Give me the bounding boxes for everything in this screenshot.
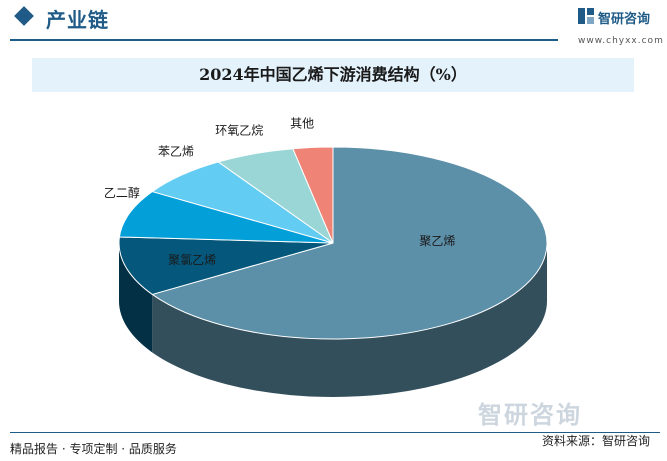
pie-label-3: 苯乙烯: [158, 145, 194, 159]
watermark-brand: 智研咨询: [478, 401, 582, 429]
pie-label-0: 聚乙烯: [419, 234, 455, 248]
pie-label-4: 环氧乙烷: [215, 123, 263, 137]
footer-divider: [10, 432, 660, 433]
chart-title: 2024年中国乙烯下游消费结构（%）: [199, 65, 467, 84]
pie-slice-1: [118, 236, 334, 295]
logo-url: www.chyxx.com: [578, 36, 664, 46]
pie-side-0: [152, 243, 547, 397]
header: 产业链 智研咨询 www.chyxx.com: [0, 0, 667, 46]
logo-name: 智研咨询: [598, 12, 651, 27]
pie-slices: [118, 146, 548, 340]
logo-icon: [578, 8, 594, 24]
footer: 精品报告 · 专项定制 · 品质服务 资料来源：智研咨询: [0, 432, 667, 461]
pie-slice-0: [151, 146, 548, 340]
section-title: 产业链: [46, 8, 109, 32]
pie-label-2: 乙二醇: [104, 185, 140, 200]
pie-label-5: 其他: [290, 117, 314, 131]
diamond-icon: [14, 6, 34, 26]
pie-label-1: 聚氯乙烯: [168, 253, 216, 267]
pie-slice-5: [292, 146, 334, 244]
header-divider: [10, 39, 558, 41]
pie-slice-2: [118, 191, 334, 244]
source-note: 资料来源：智研咨询: [541, 434, 650, 448]
chart-title-band: 2024年中国乙烯下游消费结构（%）: [32, 58, 634, 92]
footer-slogan: 精品报告 · 专项定制 · 品质服务: [10, 442, 177, 456]
